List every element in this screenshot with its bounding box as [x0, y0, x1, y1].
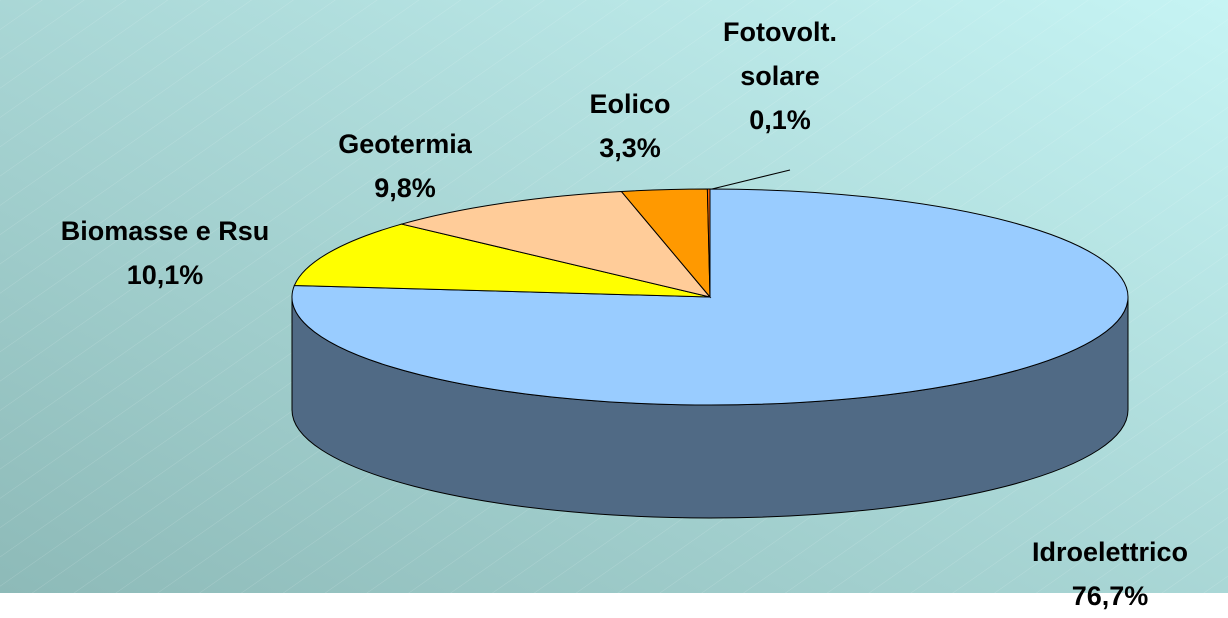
- value-label: 10,1%: [126, 260, 204, 290]
- slice-label: Idroelettrico 76,7%: [1000, 530, 1220, 618]
- category-label: Idroelettrico: [1031, 537, 1189, 567]
- slice-label: Geotermia 9,8%: [300, 122, 510, 210]
- slice-label: Biomasse e Rsu 10,1%: [10, 209, 320, 297]
- category-label: Biomasse e Rsu: [60, 216, 270, 246]
- category-label: Geotermia: [338, 129, 472, 159]
- category-label: Eolico: [589, 89, 671, 119]
- slice: [706, 188, 711, 298]
- value-label: 76,7%: [1071, 581, 1149, 611]
- slice-label: Fotovolt. solare 0,1%: [700, 10, 860, 142]
- slice: [399, 190, 712, 298]
- slice: [293, 223, 711, 298]
- value-label: 0,1%: [749, 105, 811, 135]
- pie: [291, 188, 1129, 519]
- leader-line: [711, 169, 791, 190]
- slice-label: Eolico 3,3%: [560, 82, 700, 170]
- value-label: 3,3%: [599, 133, 661, 163]
- chart-canvas: [0, 0, 1228, 593]
- category-label: Fotovolt. solare: [723, 17, 837, 91]
- value-label: 9,8%: [374, 173, 436, 203]
